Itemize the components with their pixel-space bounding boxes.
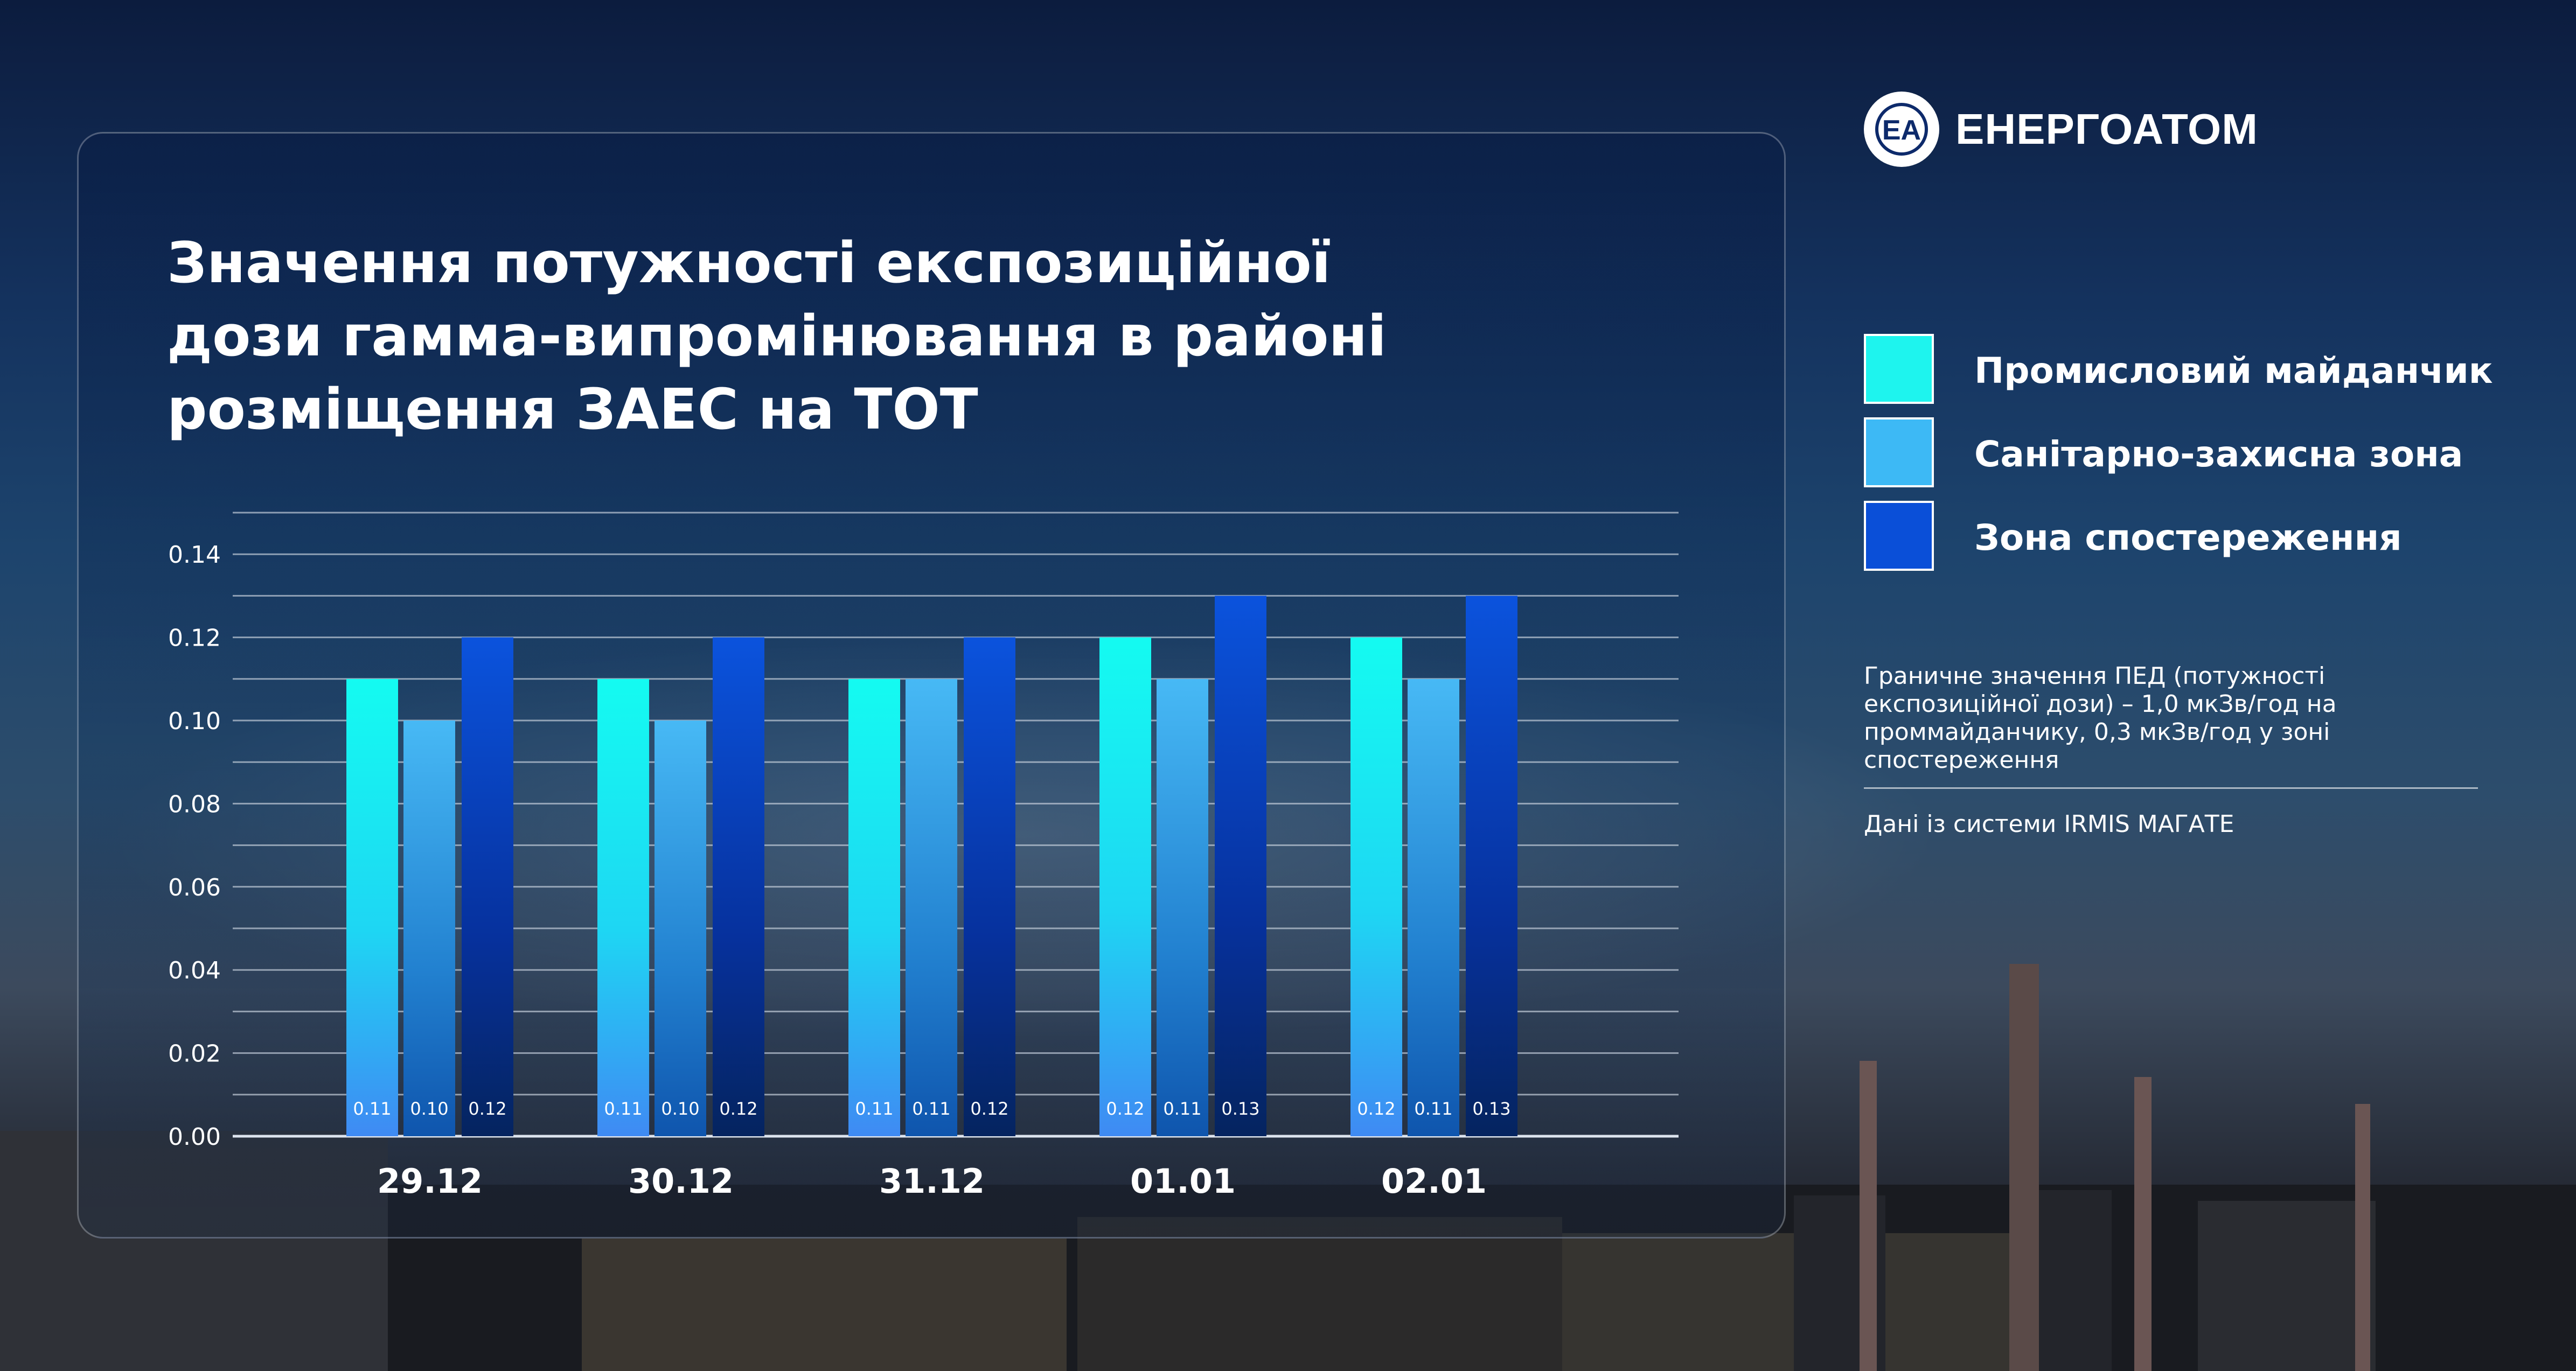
bars: 0.11 0.10 0.12 0.11 0.10 0.12 0.11 0.11 0.12 0.12…: [346, 596, 1517, 1136]
bar: [964, 637, 1015, 1136]
chart-title: Значення потужності експозиційної дози г…: [167, 230, 1387, 442]
logo-mark-glyph: EA: [1875, 103, 1928, 156]
legend-item-observation: Зона спостереження: [1864, 501, 2543, 571]
bar-value-label: 0.12: [719, 1099, 757, 1119]
logo-mark-text: EA: [1882, 115, 1921, 146]
legend-label-observation: Зона спостереження: [1974, 517, 2402, 558]
y-tick-label: 0.00: [168, 1123, 221, 1151]
bar: [346, 678, 398, 1136]
bar: [1408, 678, 1459, 1136]
bar-value-label: 0.12: [970, 1099, 1008, 1119]
y-axis: 0.00 0.02 0.04 0.06 0.08 0.10 0.12 0.14: [168, 541, 221, 1151]
y-tick-label: 0.12: [168, 625, 221, 652]
y-tick-label: 0.04: [168, 957, 221, 984]
bar-value-label: 0.11: [353, 1099, 391, 1119]
bar: [655, 721, 706, 1136]
bar-value-label: 0.11: [1163, 1099, 1201, 1119]
bar: [1099, 637, 1151, 1136]
bar-value-label: 0.12: [1357, 1099, 1395, 1119]
y-tick-label: 0.02: [168, 1040, 221, 1068]
bar: [1466, 596, 1517, 1136]
brand-logo: EA ЕНЕРГОАТОМ: [1864, 92, 2306, 172]
divider: [1864, 787, 2478, 789]
energoatom-logo-icon: EA: [1864, 92, 1939, 167]
bar-value-label: 0.12: [468, 1099, 506, 1119]
legend-swatch-observation: [1864, 501, 1934, 571]
brand-name: ЕНЕРГОАТОМ: [1955, 105, 2258, 153]
bar: [1215, 596, 1266, 1136]
bar-value-label: 0.13: [1221, 1099, 1259, 1119]
data-source: Дані із системи IRMIS МАГАТЕ: [1864, 810, 2234, 838]
bar: [403, 721, 455, 1136]
bar: [597, 678, 649, 1136]
bar-value-label: 0.10: [661, 1099, 699, 1119]
x-tick-label: 29.12: [377, 1162, 483, 1201]
bar: [1350, 637, 1402, 1136]
bar: [848, 678, 900, 1136]
bar: [713, 637, 764, 1136]
bar-value-label: 0.11: [604, 1099, 642, 1119]
bar-value-label: 0.10: [410, 1099, 448, 1119]
legend-item-industrial: Промисловий майданчик: [1864, 334, 2543, 404]
bar-value-label: 0.13: [1472, 1099, 1510, 1119]
bar-value-label: 0.11: [912, 1099, 950, 1119]
x-tick-label: 02.01: [1381, 1162, 1487, 1201]
legend-item-sanitary: Санітарно-захисна зона: [1864, 417, 2543, 487]
y-tick-label: 0.08: [168, 791, 221, 818]
x-tick-label: 30.12: [628, 1162, 734, 1201]
legend: Промисловий майданчик Санітарно-захисна …: [1864, 334, 2543, 584]
plant-silhouette: [0, 964, 2576, 1371]
bar-value-label: 0.11: [855, 1099, 893, 1119]
limit-note: Граничне значення ПЕД (потужності експоз…: [1864, 662, 2337, 774]
bar: [462, 637, 513, 1136]
bar-value-label: 0.11: [1414, 1099, 1452, 1119]
legend-label-industrial: Промисловий майданчик: [1974, 350, 2493, 391]
bar: [1157, 678, 1208, 1136]
legend-label-sanitary: Санітарно-захисна зона: [1974, 433, 2463, 475]
x-tick-label: 01.01: [1130, 1162, 1236, 1201]
x-axis: 29.12 30.12 31.12 01.01 02.01: [377, 1162, 1487, 1201]
y-tick-label: 0.14: [168, 541, 221, 569]
y-tick-label: 0.10: [168, 708, 221, 735]
bar-value-label: 0.12: [1106, 1099, 1144, 1119]
y-tick-label: 0.06: [168, 874, 221, 901]
legend-swatch-sanitary: [1864, 417, 1934, 487]
bar: [906, 678, 957, 1136]
legend-swatch-industrial: [1864, 334, 1934, 404]
x-tick-label: 31.12: [879, 1162, 985, 1201]
